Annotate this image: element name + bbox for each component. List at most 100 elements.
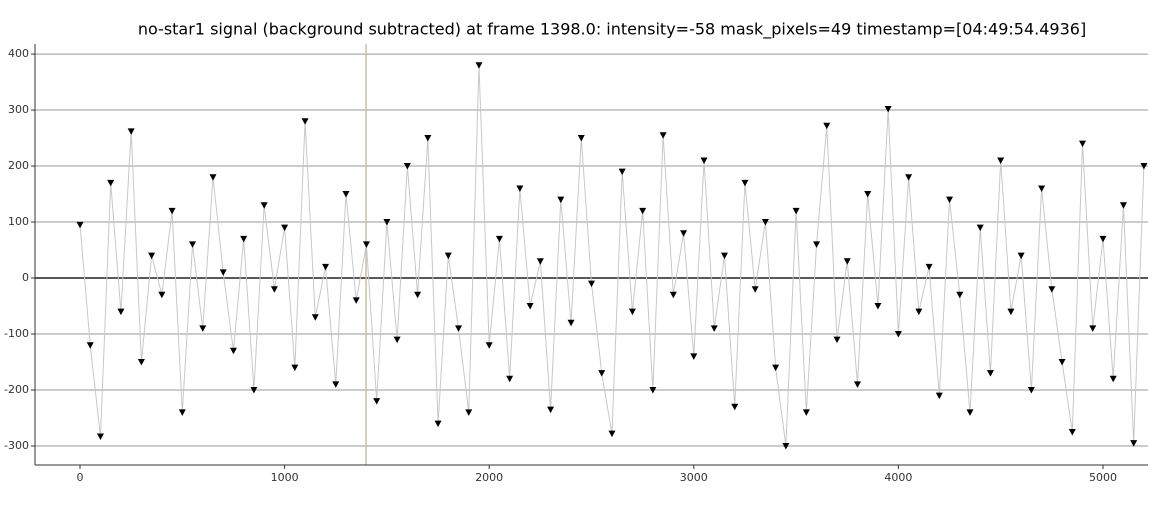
data-point xyxy=(373,398,381,405)
data-point xyxy=(598,370,606,377)
data-point xyxy=(1089,325,1097,332)
data-point xyxy=(516,185,524,192)
data-point xyxy=(536,258,544,265)
data-point xyxy=(158,291,166,299)
x-tick-label: 3000 xyxy=(680,471,708,484)
data-point xyxy=(281,224,289,232)
data-point xyxy=(332,381,340,388)
data-point xyxy=(843,258,851,265)
y-tick-label: 100 xyxy=(8,215,29,228)
data-point xyxy=(1007,308,1015,316)
data-point xyxy=(649,386,657,394)
data-point xyxy=(976,224,984,232)
y-tick-label: -300 xyxy=(4,439,29,452)
data-point xyxy=(526,303,534,310)
data-point xyxy=(669,291,677,299)
y-tick-label: 200 xyxy=(8,159,29,172)
data-point xyxy=(966,409,974,416)
data-point xyxy=(240,235,248,243)
data-point xyxy=(475,62,483,69)
data-point xyxy=(1140,163,1148,170)
data-point xyxy=(853,381,861,388)
data-point xyxy=(915,308,923,316)
data-point xyxy=(76,221,84,229)
data-point xyxy=(905,174,913,181)
data-point xyxy=(1017,252,1025,260)
data-point xyxy=(864,191,872,198)
data-point xyxy=(802,409,810,416)
data-point xyxy=(209,174,217,181)
data-point xyxy=(720,252,728,260)
data-point xyxy=(1027,386,1035,394)
data-point xyxy=(189,241,197,248)
data-point xyxy=(680,230,688,237)
data-point xyxy=(761,219,769,226)
data-point xyxy=(199,325,207,332)
data-point xyxy=(178,409,186,416)
data-point xyxy=(1119,202,1127,209)
x-tick-label: 1000 xyxy=(271,471,299,484)
data-point xyxy=(107,179,115,187)
data-point xyxy=(1058,358,1066,366)
data-point xyxy=(935,392,943,400)
data-point xyxy=(608,430,616,438)
data-point xyxy=(690,353,698,360)
data-point xyxy=(577,135,585,142)
data-point xyxy=(884,105,892,113)
data-point xyxy=(823,122,831,130)
data-point xyxy=(322,263,330,271)
data-point xyxy=(1109,375,1117,383)
data-point xyxy=(1048,286,1056,293)
data-point xyxy=(168,207,176,215)
data-point xyxy=(986,370,994,377)
data-point xyxy=(1068,428,1076,436)
data-point xyxy=(894,330,902,338)
data-point xyxy=(127,128,135,135)
data-point xyxy=(383,219,391,226)
data-point xyxy=(700,157,708,164)
data-point xyxy=(301,118,309,125)
series-line xyxy=(79,65,1145,447)
data-point xyxy=(956,291,964,299)
data-point xyxy=(362,241,370,248)
data-point xyxy=(628,308,636,316)
data-point xyxy=(782,442,790,450)
data-point xyxy=(444,252,452,260)
data-point xyxy=(96,433,104,440)
data-point xyxy=(117,308,125,316)
data-point xyxy=(414,291,422,299)
data-point xyxy=(465,409,473,416)
data-point xyxy=(874,303,882,310)
data-point xyxy=(403,163,411,170)
data-point xyxy=(270,286,278,293)
x-tick-label: 5000 xyxy=(1089,471,1117,484)
data-point xyxy=(567,319,575,327)
data-point xyxy=(792,207,800,215)
data-point xyxy=(618,168,626,176)
data-point xyxy=(342,191,350,198)
data-point xyxy=(455,325,463,332)
data-point xyxy=(311,314,319,321)
data-point xyxy=(946,196,954,204)
x-tick-label: 2000 xyxy=(475,471,503,484)
data-point xyxy=(731,403,739,411)
y-tick-label: 400 xyxy=(8,47,29,60)
data-point xyxy=(506,375,514,383)
data-point xyxy=(291,364,299,372)
data-point xyxy=(424,135,432,142)
y-tick-label: 0 xyxy=(22,271,29,284)
data-point xyxy=(86,342,94,349)
data-point xyxy=(741,179,749,187)
data-point xyxy=(639,207,647,215)
y-tick-label: -100 xyxy=(4,327,29,340)
x-tick-label: 4000 xyxy=(884,471,912,484)
data-point xyxy=(588,280,595,288)
data-point xyxy=(148,252,156,260)
data-point xyxy=(833,336,841,344)
data-point xyxy=(260,202,268,209)
data-point xyxy=(1079,140,1087,148)
y-tick-label: -200 xyxy=(4,383,29,396)
data-point xyxy=(1099,235,1107,243)
y-tick-label: 300 xyxy=(8,103,29,116)
